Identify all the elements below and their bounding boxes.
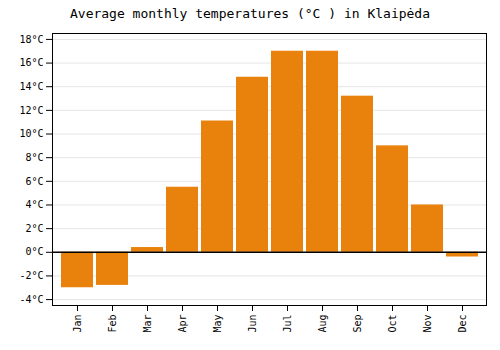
svg-text:Jul: Jul xyxy=(282,315,293,333)
svg-text:-2°C: -2°C xyxy=(19,270,43,281)
svg-text:8°C: 8°C xyxy=(25,152,43,163)
svg-text:6°C: 6°C xyxy=(25,176,43,187)
svg-text:Dec: Dec xyxy=(457,315,468,333)
svg-text:Jun: Jun xyxy=(247,315,258,333)
svg-text:16°C: 16°C xyxy=(19,57,43,68)
svg-text:Aug: Aug xyxy=(317,315,328,333)
svg-text:4°C: 4°C xyxy=(25,199,43,210)
svg-text:Feb: Feb xyxy=(107,315,118,333)
svg-text:2°C: 2°C xyxy=(25,223,43,234)
svg-text:0°C: 0°C xyxy=(25,246,43,257)
svg-text:Oct: Oct xyxy=(387,315,398,333)
svg-text:Mar: Mar xyxy=(142,315,153,333)
svg-text:May: May xyxy=(212,315,223,333)
svg-text:18°C: 18°C xyxy=(19,34,43,45)
svg-text:Apr: Apr xyxy=(177,315,188,333)
svg-text:Jan: Jan xyxy=(72,315,83,333)
svg-text:10°C: 10°C xyxy=(19,128,43,139)
svg-text:Nov: Nov xyxy=(422,315,433,333)
svg-text:14°C: 14°C xyxy=(19,81,43,92)
svg-text:-4°C: -4°C xyxy=(19,294,43,305)
svg-text:Sep: Sep xyxy=(352,315,363,333)
html-text:Average monthly temperatures (: Average monthly temperatures (°C ) in Kl… xyxy=(70,6,430,21)
svg-text:12°C: 12°C xyxy=(19,105,43,116)
